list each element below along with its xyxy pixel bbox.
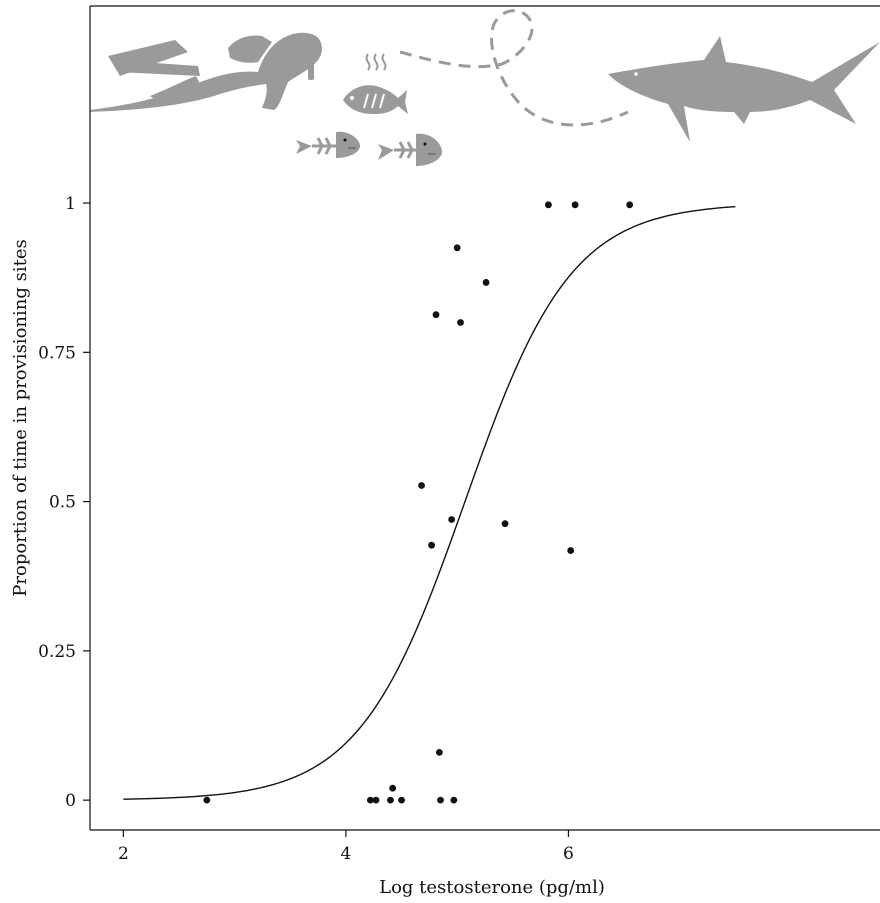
plot-frame [89,5,880,831]
data-point [418,482,425,489]
illustrations [90,9,880,166]
x-axis-title: Log testosterone (pg/ml) [379,877,605,898]
y-tick-label: 0.25 [38,642,76,662]
data-point [437,796,444,804]
shark-icon [608,36,880,142]
fitted-logistic-curve [123,205,736,800]
fish-bones-icon [296,131,360,158]
y-tick-label: 0.5 [49,493,76,513]
y-tick-label: 0.75 [38,343,76,363]
x-tick-label: 2 [118,844,129,864]
data-point [626,201,634,209]
data-point [203,796,211,804]
dashed-swim-path-icon [399,9,629,127]
data-point [450,796,458,804]
data-point [432,311,440,319]
data-point [387,796,394,804]
data-points [203,201,634,804]
data-point [435,748,443,756]
data-point [389,784,397,792]
y-axis-title: Proportion of time in provisioning sites [10,239,31,596]
x-tick-label: 6 [563,844,574,864]
data-point [457,319,464,326]
y-tick-label: 1 [65,194,76,214]
data-point [571,201,579,209]
data-point [448,516,456,523]
data-point [453,244,461,252]
data-point [372,796,380,804]
diver-icon [90,32,322,112]
cooked-fish-icon [343,53,408,114]
data-point [482,279,490,286]
data-point [366,796,374,804]
data-point [567,547,575,554]
data-point [398,796,405,804]
y-tick-label: 0 [65,791,76,811]
data-point [428,541,435,549]
y-ticks: 0 0.25 0.5 0.75 1 [38,194,90,811]
x-tick-label: 4 [341,844,352,864]
data-point [501,520,509,528]
data-point [545,201,552,209]
fish-bones-icon [378,133,442,166]
x-ticks: 2 4 6 [118,830,574,864]
